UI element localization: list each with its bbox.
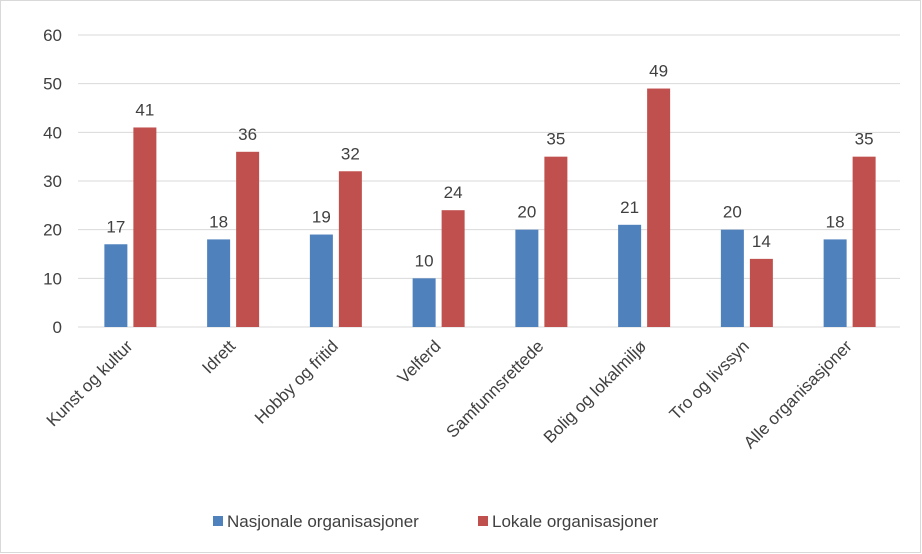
bar <box>647 88 671 328</box>
bar <box>236 151 260 327</box>
y-tick-label: 10 <box>43 269 62 288</box>
data-label: 24 <box>444 183 463 202</box>
legend-label: Lokale organisasjoner <box>492 512 659 531</box>
bar <box>852 156 876 327</box>
legend-label: Nasjonale organisasjoner <box>227 512 419 531</box>
bar <box>749 258 773 327</box>
bar <box>207 239 231 327</box>
bar <box>338 171 362 327</box>
data-label: 10 <box>415 251 434 270</box>
y-tick-label: 20 <box>43 221 62 240</box>
data-label: 35 <box>855 130 874 149</box>
data-label: 35 <box>546 130 565 149</box>
bar <box>720 229 744 327</box>
bar <box>515 229 539 327</box>
bar <box>544 156 568 327</box>
legend-swatch <box>478 516 488 526</box>
data-label: 20 <box>517 203 536 222</box>
data-label: 18 <box>826 212 845 231</box>
data-label: 17 <box>106 217 125 236</box>
y-tick-label: 60 <box>43 26 62 45</box>
y-tick-label: 40 <box>43 123 62 142</box>
data-label: 18 <box>209 212 228 231</box>
y-tick-label: 0 <box>53 318 62 337</box>
data-label: 49 <box>649 62 668 81</box>
data-label: 20 <box>723 203 742 222</box>
bar <box>104 244 128 327</box>
bar <box>309 234 333 327</box>
bar <box>823 239 847 327</box>
data-label: 41 <box>135 100 154 119</box>
data-label: 14 <box>752 232 771 251</box>
data-label: 21 <box>620 198 639 217</box>
bar <box>618 224 642 327</box>
bar <box>441 210 465 327</box>
data-label: 19 <box>312 208 331 227</box>
y-tick-label: 30 <box>43 172 62 191</box>
data-label: 36 <box>238 125 257 144</box>
data-label: 32 <box>341 144 360 163</box>
y-tick-label: 50 <box>43 75 62 94</box>
legend-swatch <box>213 516 223 526</box>
bar <box>412 278 436 327</box>
bar <box>133 127 157 327</box>
